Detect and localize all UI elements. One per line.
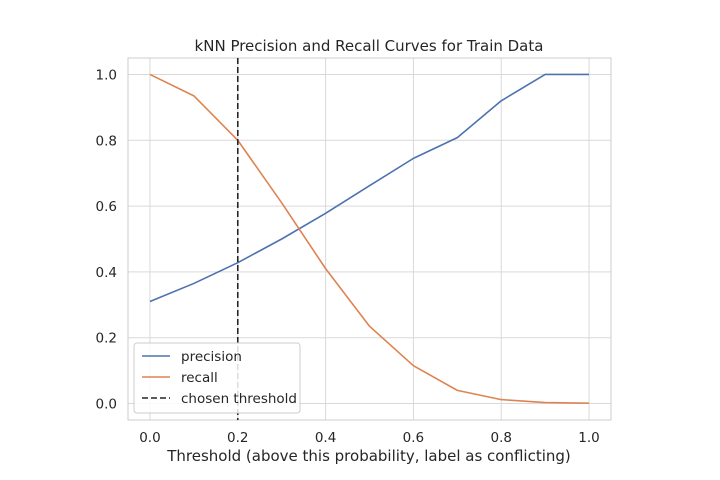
x-tick-label: 1.0 — [578, 430, 599, 446]
x-tick-label: 0.2 — [227, 430, 248, 446]
legend-label-recall: recall — [181, 370, 218, 386]
x-tick-label: 0.4 — [315, 430, 336, 446]
plot-area — [127, 57, 612, 421]
chart-title: kNN Precision and Recall Curves for Trai… — [195, 37, 544, 55]
x-axis-title: Threshold (above this probability, label… — [166, 447, 571, 465]
x-axis: 0.0 0.2 0.4 0.6 0.8 1.0 — [139, 430, 600, 446]
legend-box — [133, 342, 301, 414]
x-tick-label: 0.8 — [490, 430, 511, 446]
legend-label-chosen-threshold: chosen threshold — [181, 391, 297, 407]
series-line-precision — [149, 73, 590, 303]
y-tick-label: 0.6 — [96, 199, 117, 215]
x-tick-label: 0.6 — [403, 430, 424, 446]
series-line-recall — [149, 73, 590, 405]
y-axis: 0.0 0.2 0.4 0.6 0.8 1.0 — [96, 67, 117, 412]
y-tick-label: 1.0 — [96, 67, 117, 83]
y-tick-label: 0.0 — [96, 397, 117, 413]
y-tick-label: 0.8 — [96, 133, 117, 149]
x-tick-label: 0.0 — [139, 430, 160, 446]
legend: precision recall chosen threshold — [133, 342, 301, 414]
series-lines — [149, 73, 590, 405]
legend-label-precision: precision — [181, 349, 242, 365]
y-tick-label: 0.4 — [96, 265, 117, 281]
y-tick-label: 0.2 — [96, 331, 117, 347]
